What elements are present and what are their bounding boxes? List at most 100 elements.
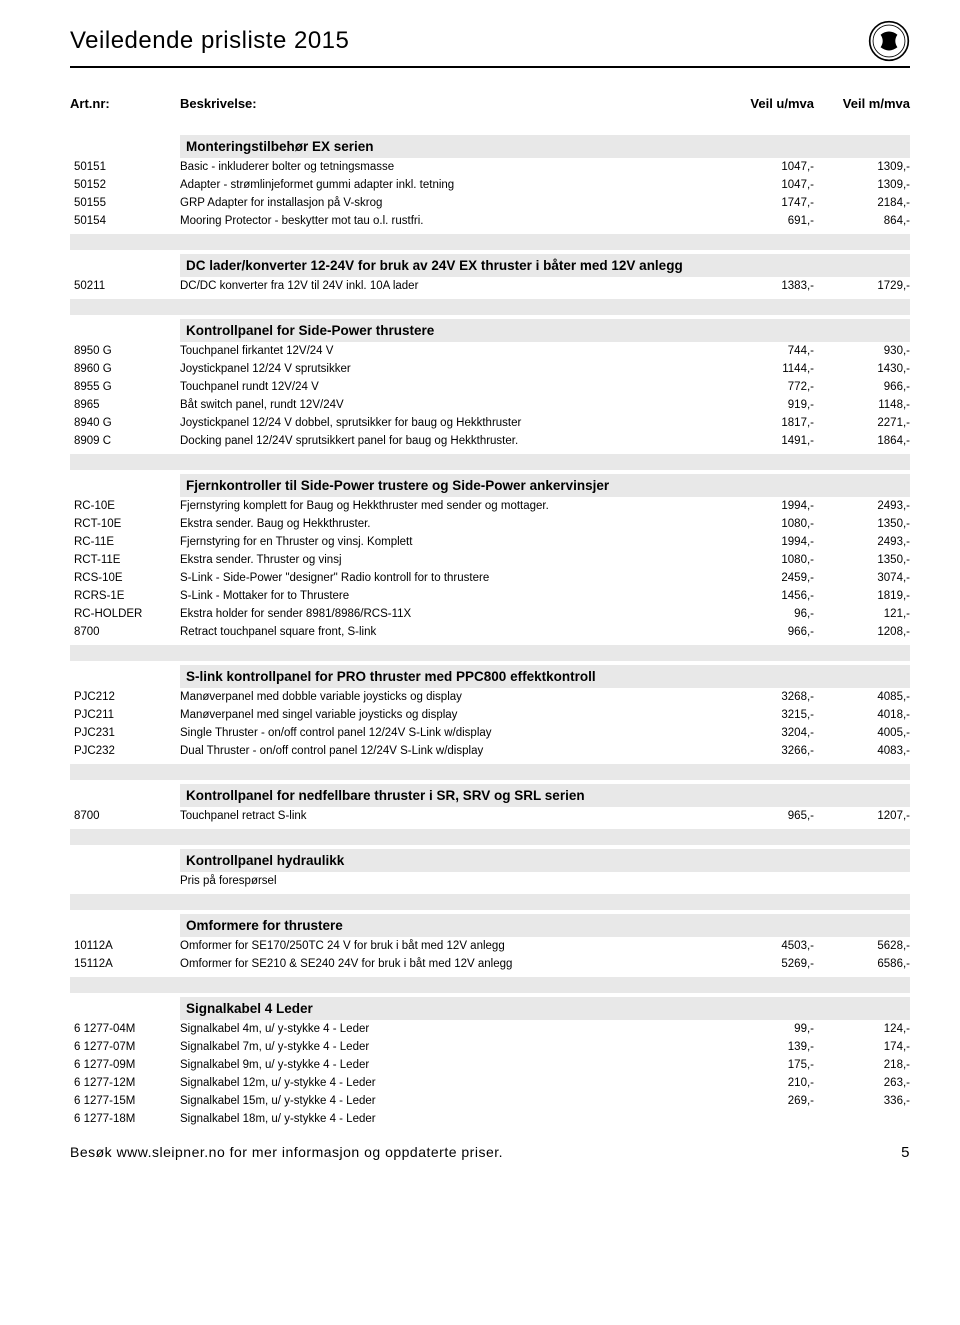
cell-price-ex-vat: 210,- <box>730 1077 820 1089</box>
section-title: S-link kontrollpanel for PRO thruster me… <box>180 665 910 688</box>
cell-art-nr: 8955 G <box>70 381 180 393</box>
col-header-price-inc: Veil m/mva <box>820 96 910 111</box>
cell-price-ex-vat: 2459,- <box>730 572 820 584</box>
cell-price-ex-vat: 1047,- <box>730 179 820 191</box>
col-header-desc: Beskrivelse: <box>180 96 730 111</box>
cell-price-ex-vat: 744,- <box>730 345 820 357</box>
cell-description: Retract touchpanel square front, S-link <box>180 626 730 638</box>
table-row: 8700Touchpanel retract S-link965,-1207,- <box>70 807 910 825</box>
cell-description: Mooring Protector - beskytter mot tau o.… <box>180 215 730 227</box>
footer-page-number: 5 <box>901 1144 910 1161</box>
cell-price-inc-vat: 336,- <box>820 1095 910 1107</box>
price-section: DC lader/konverter 12-24V for bruk av 24… <box>70 254 910 315</box>
sections-container: Monteringstilbehør EX serien50151Basic -… <box>70 135 910 1128</box>
page-header: Veiledende prisliste 2015 <box>70 20 910 68</box>
cell-art-nr: RCT-10E <box>70 518 180 530</box>
cell-description: Touchpanel retract S-link <box>180 810 730 822</box>
column-headers: Art.nr: Beskrivelse: Veil u/mva Veil m/m… <box>70 96 910 111</box>
cell-art-nr: PJC232 <box>70 745 180 757</box>
cell-description: Adapter - strømlinjeformet gummi adapter… <box>180 179 730 191</box>
spacer-bar <box>70 764 910 780</box>
cell-art-nr: 8960 G <box>70 363 180 375</box>
cell-description: Signalkabel 15m, u/ y-stykke 4 - Leder <box>180 1095 730 1107</box>
footer-text: Besøk www.sleipner.no for mer informasjo… <box>70 1144 503 1160</box>
cell-price-inc-vat: 2271,- <box>820 417 910 429</box>
cell-price-ex-vat: 96,- <box>730 608 820 620</box>
cell-price-inc-vat: 4005,- <box>820 727 910 739</box>
table-row: PJC211Manøverpanel med singel variable j… <box>70 706 910 724</box>
cell-price-inc-vat: 1729,- <box>820 280 910 292</box>
cell-art-nr: 8700 <box>70 810 180 822</box>
table-row: 6 1277-18MSignalkabel 18m, u/ y-stykke 4… <box>70 1110 910 1128</box>
cell-art-nr: 6 1277-12M <box>70 1077 180 1089</box>
cell-price-inc-vat: 2493,- <box>820 536 910 548</box>
cell-art-nr: 50151 <box>70 161 180 173</box>
price-section: Fjernkontroller til Side-Power trustere … <box>70 474 910 661</box>
cell-description: Docking panel 12/24V sprutsikkert panel … <box>180 435 730 447</box>
cell-art-nr: RCT-11E <box>70 554 180 566</box>
cell-description: Signalkabel 7m, u/ y-stykke 4 - Leder <box>180 1041 730 1053</box>
cell-price-ex-vat: 691,- <box>730 215 820 227</box>
cell-art-nr: 8965 <box>70 399 180 411</box>
cell-art-nr: PJC231 <box>70 727 180 739</box>
cell-price-ex-vat: 1144,- <box>730 363 820 375</box>
table-row: 8940 GJoystickpanel 12/24 V dobbel, spru… <box>70 414 910 432</box>
cell-price-inc-vat: 1207,- <box>820 810 910 822</box>
cell-art-nr: 6 1277-07M <box>70 1041 180 1053</box>
cell-price-inc-vat: 1309,- <box>820 161 910 173</box>
cell-art-nr: 50155 <box>70 197 180 209</box>
cell-price-ex-vat: 3266,- <box>730 745 820 757</box>
section-title: Kontrollpanel for Side-Power thrustere <box>180 319 910 342</box>
cell-description: Signalkabel 12m, u/ y-stykke 4 - Leder <box>180 1077 730 1089</box>
cell-price-ex-vat: 139,- <box>730 1041 820 1053</box>
cell-price-inc-vat: 2184,- <box>820 197 910 209</box>
cell-description: Touchpanel rundt 12V/24 V <box>180 381 730 393</box>
cell-price-inc-vat: 1350,- <box>820 518 910 530</box>
table-row: 6 1277-04MSignalkabel 4m, u/ y-stykke 4 … <box>70 1020 910 1038</box>
cell-price-inc-vat: 1819,- <box>820 590 910 602</box>
cell-art-nr: 50154 <box>70 215 180 227</box>
cell-description: Touchpanel firkantet 12V/24 V <box>180 345 730 357</box>
cell-art-nr: 50211 <box>70 280 180 292</box>
table-row: 50151Basic - inkluderer bolter og tetnin… <box>70 158 910 176</box>
cell-art-nr: RC-11E <box>70 536 180 548</box>
table-row: RCRS-1ES-Link - Mottaker for to Thruster… <box>70 587 910 605</box>
cell-description: DC/DC konverter fra 12V til 24V inkl. 10… <box>180 280 730 292</box>
cell-art-nr: RCS-10E <box>70 572 180 584</box>
spacer-bar <box>70 299 910 315</box>
cell-price-ex-vat: 965,- <box>730 810 820 822</box>
cell-price-inc-vat: 1350,- <box>820 554 910 566</box>
cell-price-ex-vat: 1491,- <box>730 435 820 447</box>
cell-price-ex-vat: 1383,- <box>730 280 820 292</box>
cell-art-nr: PJC211 <box>70 709 180 721</box>
cell-price-ex-vat: 3215,- <box>730 709 820 721</box>
cell-description: Dual Thruster - on/off control panel 12/… <box>180 745 730 757</box>
cell-price-ex-vat: 1994,- <box>730 536 820 548</box>
cell-price-ex-vat: 99,- <box>730 1023 820 1035</box>
cell-price-ex-vat: 3204,- <box>730 727 820 739</box>
brand-logo <box>868 20 910 62</box>
cell-art-nr: 8950 G <box>70 345 180 357</box>
table-row: RCT-11EEkstra sender. Thruster og vinsj1… <box>70 551 910 569</box>
cell-art-nr: 6 1277-15M <box>70 1095 180 1107</box>
cell-price-inc-vat: 966,- <box>820 381 910 393</box>
cell-price-ex-vat: 3268,- <box>730 691 820 703</box>
cell-description: Båt switch panel, rundt 12V/24V <box>180 399 730 411</box>
price-section: Kontrollpanel for nedfellbare thruster i… <box>70 784 910 845</box>
cell-price-ex-vat: 919,- <box>730 399 820 411</box>
cell-description: Ekstra holder for sender 8981/8986/RCS-1… <box>180 608 730 620</box>
cell-price-inc-vat: 930,- <box>820 345 910 357</box>
table-row: PJC212Manøverpanel med dobble variable j… <box>70 688 910 706</box>
cell-price-ex-vat: 1994,- <box>730 500 820 512</box>
cell-price-ex-vat: 772,- <box>730 381 820 393</box>
cell-description: GRP Adapter for installasjon på V-skrog <box>180 197 730 209</box>
section-title: Monteringstilbehør EX serien <box>180 135 910 158</box>
spacer-bar <box>70 234 910 250</box>
table-row: 8955 GTouchpanel rundt 12V/24 V772,-966,… <box>70 378 910 396</box>
cell-price-inc-vat: 4018,- <box>820 709 910 721</box>
cell-price-ex-vat: 1080,- <box>730 554 820 566</box>
price-section: S-link kontrollpanel for PRO thruster me… <box>70 665 910 780</box>
cell-price-ex-vat: 4503,- <box>730 940 820 952</box>
cell-price-ex-vat: 1747,- <box>730 197 820 209</box>
cell-price-inc-vat: 124,- <box>820 1023 910 1035</box>
